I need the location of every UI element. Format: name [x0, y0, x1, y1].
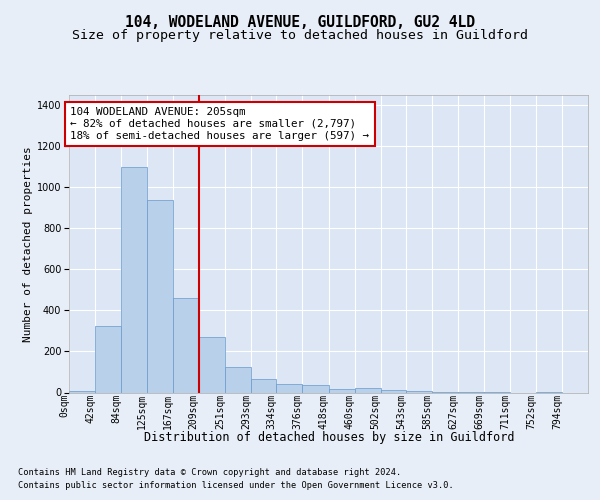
Bar	[329, 389, 355, 392]
Bar	[302, 384, 329, 392]
Text: Distribution of detached houses by size in Guildford: Distribution of detached houses by size …	[143, 431, 514, 444]
Bar	[277, 384, 302, 392]
Text: Contains HM Land Registry data © Crown copyright and database right 2024.: Contains HM Land Registry data © Crown c…	[18, 468, 401, 477]
Bar	[225, 367, 251, 392]
Bar	[355, 388, 380, 392]
Bar	[199, 337, 225, 392]
Text: 104 WODELAND AVENUE: 205sqm
← 82% of detached houses are smaller (2,797)
18% of : 104 WODELAND AVENUE: 205sqm ← 82% of det…	[70, 108, 369, 140]
Text: Contains public sector information licensed under the Open Government Licence v3: Contains public sector information licen…	[18, 480, 454, 490]
Bar	[380, 390, 406, 392]
Bar	[173, 298, 199, 392]
Bar	[251, 379, 277, 392]
Text: Size of property relative to detached houses in Guildford: Size of property relative to detached ho…	[72, 28, 528, 42]
Bar	[146, 200, 173, 392]
Bar	[95, 326, 121, 392]
Y-axis label: Number of detached properties: Number of detached properties	[23, 146, 32, 342]
Bar	[121, 167, 146, 392]
Text: 104, WODELAND AVENUE, GUILDFORD, GU2 4LD: 104, WODELAND AVENUE, GUILDFORD, GU2 4LD	[125, 15, 475, 30]
